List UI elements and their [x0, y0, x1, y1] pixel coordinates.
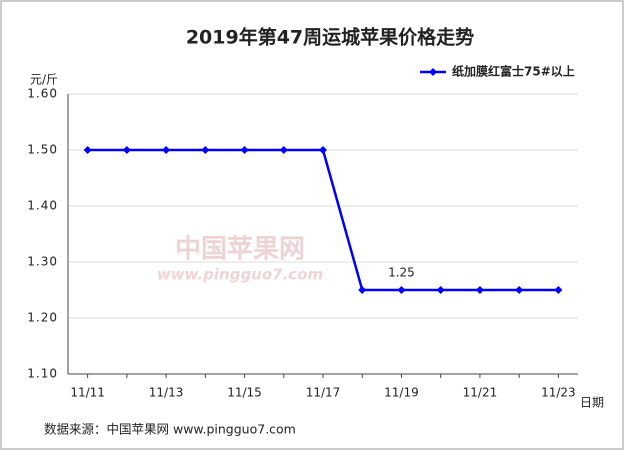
y-tick-label: 1.10	[27, 367, 58, 381]
marker	[475, 286, 484, 294]
marker	[319, 146, 327, 154]
legend-label: 纸加膜红富士75#以上	[452, 64, 575, 79]
y-tick-label: 1.40	[27, 199, 58, 213]
x-tick-label: 11/13	[149, 386, 184, 400]
marker	[162, 146, 171, 154]
x-tick-label: 11/19	[384, 386, 419, 400]
x-tick-label: 11/21	[463, 386, 498, 400]
marker	[358, 286, 367, 294]
data-label: 1.25	[388, 266, 415, 280]
y-axis-label: 元/斤	[30, 73, 58, 87]
x-axis-label: 日期	[580, 396, 604, 410]
marker	[515, 286, 524, 294]
marker	[83, 146, 92, 154]
marker	[240, 146, 249, 154]
marker	[436, 286, 445, 294]
marker	[397, 286, 406, 294]
y-tick-label: 1.60	[27, 87, 58, 101]
y-tick-label: 1.50	[27, 143, 58, 157]
x-tick-label: 11/17	[306, 386, 341, 400]
marker	[554, 286, 563, 294]
legend-marker	[429, 68, 437, 76]
marker	[279, 146, 288, 154]
marker	[201, 146, 210, 154]
y-tick-label: 1.20	[27, 311, 58, 325]
x-tick-label: 11/15	[227, 386, 262, 400]
source: 数据来源：中国苹果网 www.pingguo7.com	[44, 422, 296, 437]
x-tick-label: 11/23	[541, 386, 576, 400]
marker	[122, 146, 131, 154]
y-tick-label: 1.30	[27, 255, 58, 269]
watermark: 中国苹果网	[175, 235, 305, 265]
watermark: www.pingguo7.com	[157, 266, 323, 284]
chart-title: 2019年第47周运城苹果价格走势	[186, 26, 474, 49]
x-tick-label: 11/11	[70, 386, 105, 400]
